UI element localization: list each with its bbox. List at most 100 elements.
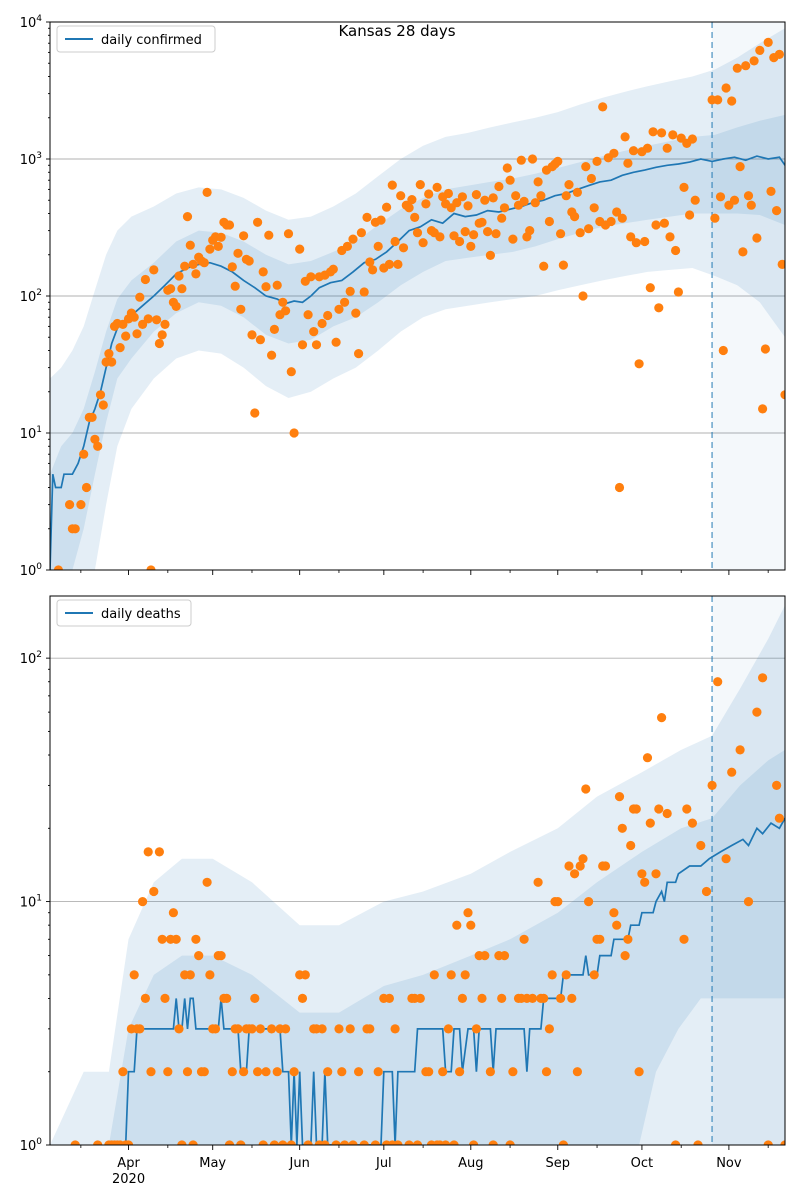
data-point — [188, 259, 198, 269]
data-point — [323, 1067, 333, 1077]
data-point — [480, 951, 490, 961]
data-point — [264, 230, 274, 240]
data-point — [174, 271, 184, 281]
data-point — [634, 359, 644, 369]
data-point — [359, 1140, 369, 1145]
data-point — [233, 1024, 243, 1034]
data-point — [617, 213, 627, 223]
axes-frame — [49, 595, 786, 1146]
data-point — [267, 350, 277, 360]
data-point — [390, 1024, 400, 1034]
data-point — [180, 261, 190, 271]
data-point — [659, 218, 670, 228]
data-point — [713, 95, 723, 105]
data-point — [637, 869, 647, 879]
data-point — [370, 1140, 380, 1145]
data-point — [255, 335, 265, 345]
data-point — [166, 284, 176, 294]
data-point — [777, 259, 785, 269]
data-point — [415, 993, 425, 1004]
data-point — [236, 1140, 246, 1145]
data-point — [645, 818, 655, 828]
data-point — [404, 203, 414, 213]
data-point — [671, 245, 681, 256]
data-point — [320, 1140, 330, 1145]
data-point — [412, 1140, 423, 1145]
data-point — [502, 163, 512, 173]
y-tick-label: 100 — [20, 562, 43, 579]
data-point — [412, 228, 423, 238]
data-point — [359, 287, 369, 297]
data-point — [544, 1024, 555, 1034]
data-point — [205, 970, 215, 980]
data-point — [564, 180, 574, 190]
data-point — [424, 1067, 434, 1077]
data-point — [404, 1140, 414, 1145]
data-point — [586, 173, 597, 184]
data-point — [300, 970, 310, 980]
y-tick-label: 102 — [20, 288, 42, 305]
data-point — [191, 934, 201, 944]
data-point — [362, 212, 372, 222]
data-point — [143, 847, 153, 857]
data-point — [752, 707, 762, 717]
data-point — [614, 792, 625, 802]
data-point — [340, 1140, 350, 1145]
x-tick-label: Aug — [458, 1156, 483, 1171]
data-point — [760, 344, 771, 354]
x-tick-label: Jul — [375, 1156, 392, 1171]
data-point — [581, 784, 591, 794]
legend-box — [56, 25, 216, 53]
data-point — [539, 261, 549, 271]
data-point — [149, 886, 159, 897]
data-point — [642, 753, 653, 763]
data-point — [390, 236, 400, 247]
data-point — [511, 191, 521, 201]
data-point — [741, 61, 751, 71]
data-point — [707, 780, 717, 791]
data-point — [673, 287, 684, 297]
data-point — [182, 212, 193, 222]
data-point — [584, 897, 594, 907]
data-point — [679, 934, 689, 944]
x-tick-label: Oct — [631, 1156, 653, 1171]
data-point — [508, 1067, 518, 1077]
data-point — [578, 854, 588, 864]
data-point — [160, 993, 170, 1004]
data-point — [457, 993, 467, 1004]
plot-area — [50, 596, 785, 1145]
data-point — [631, 804, 641, 814]
data-point — [651, 220, 661, 230]
data-point — [185, 970, 195, 980]
data-point — [199, 258, 209, 268]
data-point — [581, 162, 591, 172]
data-point — [317, 318, 327, 329]
data-point — [477, 993, 487, 1004]
data-point — [309, 327, 319, 337]
data-point — [466, 241, 476, 251]
data-point — [519, 934, 529, 944]
data-point — [247, 330, 257, 340]
data-point — [533, 877, 543, 887]
data-point — [541, 1067, 552, 1077]
data-point — [743, 191, 754, 201]
data-point — [269, 324, 279, 334]
data-point — [438, 1067, 448, 1077]
legend-label: daily confirmed — [101, 33, 202, 48]
data-point — [384, 259, 394, 269]
data-point — [70, 1140, 80, 1145]
data-point — [70, 524, 80, 534]
data-point — [317, 1024, 327, 1034]
data-point — [250, 408, 260, 418]
data-point — [499, 203, 510, 213]
data-point — [407, 195, 417, 205]
x-tick-label: Apr — [117, 1156, 140, 1171]
data-point — [763, 37, 773, 48]
data-point — [138, 897, 148, 907]
data-point — [135, 1024, 145, 1034]
y-tick-label: 103 — [20, 151, 42, 168]
data-point — [87, 412, 97, 422]
data-point — [331, 337, 341, 347]
data-point — [152, 315, 162, 325]
